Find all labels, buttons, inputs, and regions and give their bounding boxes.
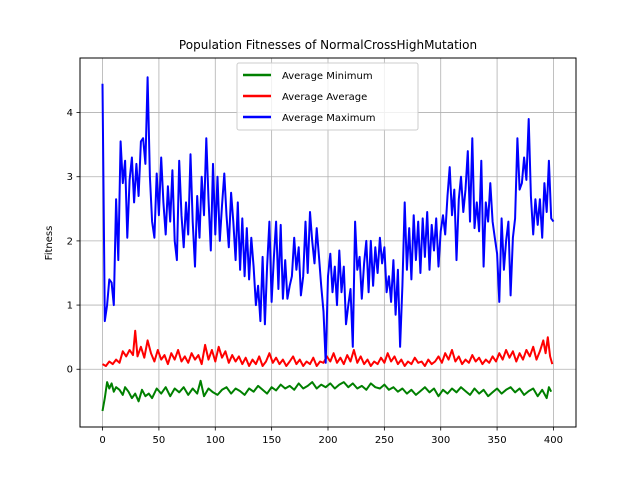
y-axis-label: Fitness — [44, 226, 55, 261]
x-axis-ticks: 0 50 100 150 200 250 300 350 400 — [99, 427, 563, 446]
x-tick-label: 100 — [206, 435, 225, 446]
series-line-average-average — [102, 329, 554, 367]
series-lines — [101, 76, 555, 412]
legend-frame — [236, 62, 419, 131]
x-tick-label: 50 — [153, 435, 166, 446]
legend-label-average-maximum: Average Maximum — [282, 113, 376, 124]
legend-label-average-minimum: Average Minimum — [282, 71, 373, 82]
y-axis-ticks: 0 1 2 3 4 — [67, 108, 80, 376]
x-tick-label: 200 — [318, 435, 337, 446]
series-line-average-maximum — [101, 76, 555, 364]
legend-label-average-average: Average Average — [282, 92, 367, 103]
y-tick-label: 0 — [67, 365, 73, 376]
y-tick-label: 3 — [67, 172, 73, 183]
chart-title: Population Fitnesses of NormalCrossHighM… — [179, 38, 477, 52]
y-tick-label: 4 — [67, 108, 73, 119]
x-tick-label: 150 — [262, 435, 281, 446]
legend: Average Minimum Average Average Average Ma… — [236, 62, 419, 131]
x-tick-label: 250 — [375, 435, 394, 446]
x-tick-label: 0 — [99, 435, 105, 446]
y-tick-label: 1 — [67, 301, 73, 312]
x-tick-label: 400 — [544, 435, 563, 446]
x-tick-label: 300 — [431, 435, 450, 446]
series-line-average-minimum — [101, 379, 553, 412]
y-tick-label: 2 — [67, 236, 73, 247]
x-tick-label: 350 — [488, 435, 507, 446]
